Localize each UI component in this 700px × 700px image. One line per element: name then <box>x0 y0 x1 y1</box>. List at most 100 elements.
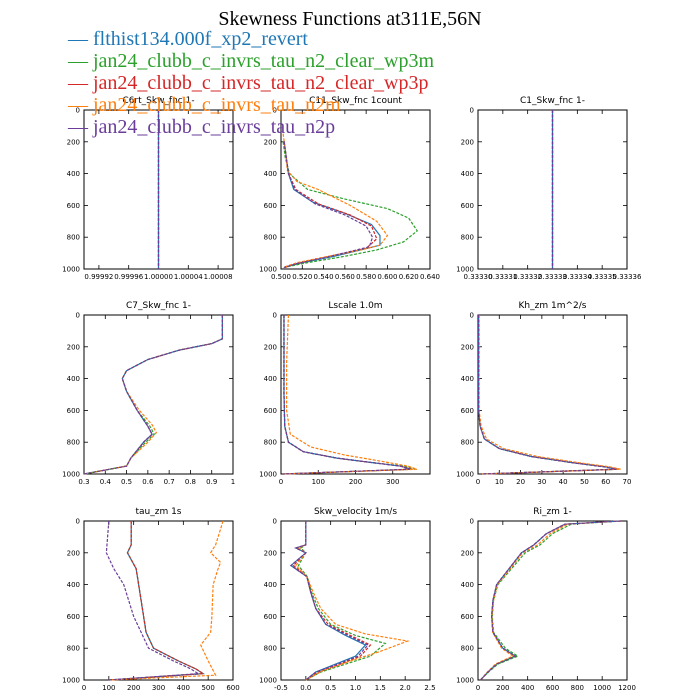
x-tick-label: 100 <box>102 684 115 692</box>
y-tick-label: 200 <box>264 549 277 557</box>
series-line <box>105 520 201 681</box>
series-line <box>282 315 410 475</box>
y-tick-label: 600 <box>461 202 474 210</box>
legend-entry: — jan24_clubb_c_invrs_tau_n2_clear_wp3m <box>68 50 434 72</box>
panel-title: tau_zm 1s <box>135 507 181 517</box>
plot-frame <box>83 520 234 681</box>
y-tick-label: 800 <box>461 645 474 653</box>
x-tick-label: 2.0 <box>400 684 411 692</box>
x-tick-label: 60 <box>601 478 610 486</box>
series-line <box>83 315 223 475</box>
panel-title: C1_Skw_fnc 1- <box>520 96 585 106</box>
x-tick-label: 0.33330 <box>464 273 493 281</box>
x-tick-label: 1.00000 <box>144 273 173 281</box>
x-tick-label: 200 <box>127 684 140 692</box>
y-tick-label: 0 <box>76 107 80 115</box>
x-tick-label: 0.33336 <box>613 273 642 281</box>
y-tick-label: 0 <box>470 518 474 526</box>
plot-frame <box>280 109 431 270</box>
series-line <box>480 520 621 681</box>
x-tick-label: -0.5 <box>274 684 288 692</box>
x-tick-label: 1.00008 <box>204 273 233 281</box>
y-tick-label: 0 <box>76 312 80 320</box>
series-line <box>478 315 617 475</box>
series-line <box>83 315 223 475</box>
legend-label: flthist134.000f_xp2_revert <box>93 28 308 50</box>
y-tick-label: 600 <box>264 202 277 210</box>
x-tick-label: 0.580 <box>356 273 376 281</box>
x-tick-label: 1.00004 <box>174 273 203 281</box>
legend-entry: — jan24_clubb_c_invrs_tau_n2p <box>68 116 434 138</box>
series-line <box>289 521 369 681</box>
legend-entry: — flthist134.000f_xp2_revert <box>68 28 434 50</box>
legend-entry: — jan24_clubb_c_invrs_tau_n2_clear_wp3p <box>68 72 434 94</box>
y-tick-label: 200 <box>67 549 80 557</box>
series-line <box>83 315 223 475</box>
legend-swatch: — <box>68 50 93 72</box>
x-tick-label: 1 <box>231 478 235 486</box>
y-tick-label: 800 <box>67 439 80 447</box>
y-tick-label: 400 <box>461 581 474 589</box>
y-tick-label: 200 <box>264 343 277 351</box>
panel: C6rt_Skw_fnc 1- 0 200 400 600 800 1000 0.99992 0… <box>62 96 234 281</box>
x-tick-label: 70 <box>623 478 632 486</box>
x-tick-label: 0.5 <box>325 684 336 692</box>
y-tick-label: 400 <box>461 170 474 178</box>
y-tick-label: 800 <box>67 234 80 242</box>
y-tick-label: 800 <box>461 439 474 447</box>
panel-title: Ri_zm 1- <box>533 507 572 517</box>
x-tick-label: 0.99996 <box>114 273 143 281</box>
x-tick-label: 600 <box>226 684 239 692</box>
x-tick-label: 0.560 <box>335 273 355 281</box>
series-line <box>480 520 621 681</box>
series-line <box>478 315 617 475</box>
panel: C1_Skw_fnc 1-020040060080010000.333300.3… <box>456 96 642 281</box>
plot-frame <box>83 314 234 475</box>
y-tick-label: 200 <box>67 343 80 351</box>
series-line <box>282 315 416 475</box>
y-tick-label: 400 <box>264 375 277 383</box>
x-tick-label: 0.9 <box>206 478 217 486</box>
x-tick-label: 0.4 <box>100 478 112 486</box>
series-line <box>297 521 387 681</box>
legend: — flthist134.000f_xp2_revert — jan24_clu… <box>68 28 434 138</box>
x-tick-label: 0.6 <box>142 478 154 486</box>
y-tick-label: 800 <box>67 645 80 653</box>
legend-label: jan24_clubb_c_invrs_tau_n2_clear_wp3m <box>93 50 435 72</box>
x-tick-label: 200 <box>496 684 509 692</box>
panel-title: Skw_velocity 1m/s <box>314 507 397 517</box>
x-tick-label: 0.640 <box>420 273 440 281</box>
x-tick-label: 0.620 <box>399 273 419 281</box>
legend-label: jan24_clubb_c_invrs_tau_n2p <box>93 116 336 138</box>
x-tick-label: 100 <box>312 478 325 486</box>
series-line <box>108 521 206 681</box>
x-tick-label: 0.0 <box>300 684 311 692</box>
series-line <box>478 315 621 475</box>
legend-label: jan24_clubb_c_invrs_tau_n2_clear_wp3p <box>93 72 429 94</box>
y-tick-label: 1000 <box>259 677 277 685</box>
y-tick-label: 200 <box>461 549 474 557</box>
x-tick-label: 2.5 <box>424 684 435 692</box>
y-tick-label: 600 <box>67 407 80 415</box>
x-tick-label: 0.33332 <box>513 273 542 281</box>
x-tick-label: 0.33331 <box>488 273 517 281</box>
series-line <box>282 315 412 475</box>
x-tick-label: 1.0 <box>350 684 361 692</box>
y-tick-label: 1000 <box>259 266 277 274</box>
x-tick-label: 0.8 <box>185 478 196 486</box>
x-tick-label: 0.3 <box>78 478 89 486</box>
x-tick-label: 0.500 <box>271 273 291 281</box>
x-tick-label: 400 <box>521 684 534 692</box>
panel-title: C6rt_Skw_fnc 1- <box>122 96 194 106</box>
y-tick-label: 400 <box>461 375 474 383</box>
series-line <box>480 520 621 681</box>
y-tick-label: 600 <box>67 202 80 210</box>
y-tick-label: 1000 <box>456 677 474 685</box>
x-tick-label: 30 <box>537 478 546 486</box>
x-tick-label: 0.600 <box>377 273 397 281</box>
panel: C11_Skw_fnc 1count 0 200 400 600 800 10000.500… <box>259 96 440 281</box>
panel-title: C11_Skw_fnc 1count <box>309 96 402 106</box>
